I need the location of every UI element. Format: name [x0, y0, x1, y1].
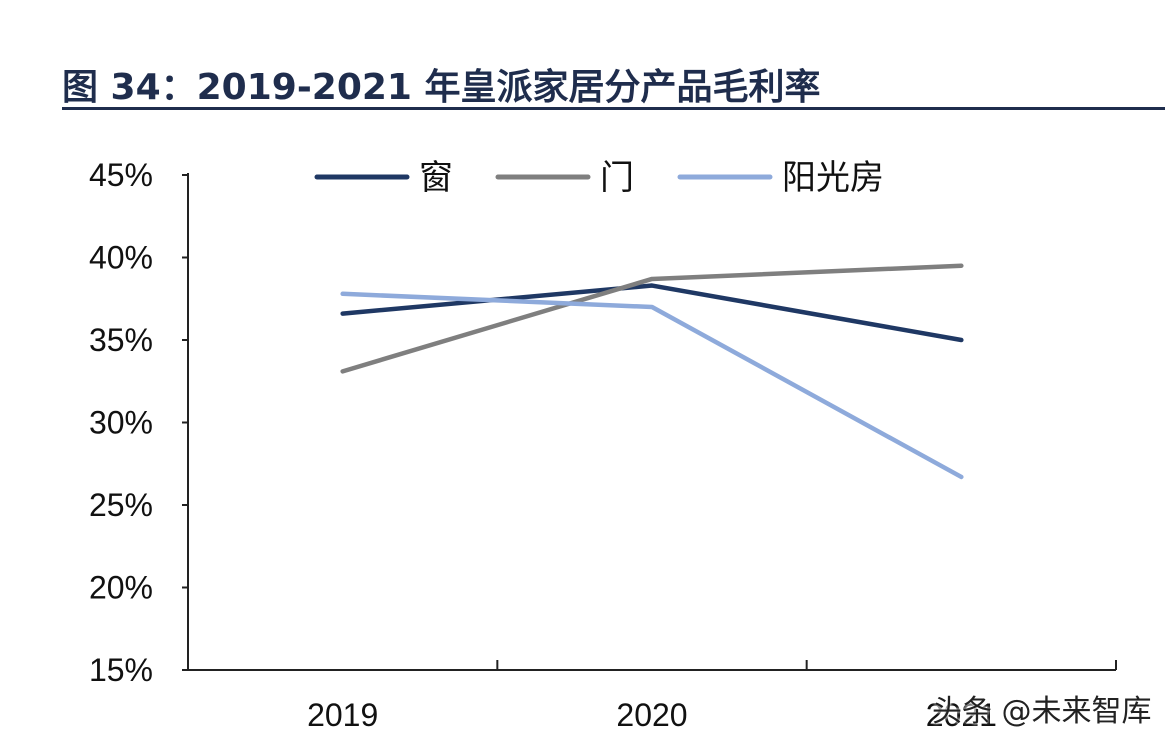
- legend-label: 窗: [419, 158, 453, 198]
- chart-title: 图 34：2019-2021 年皇派家居分产品毛利率: [62, 67, 821, 108]
- y-tick-label: 40%: [89, 240, 153, 276]
- series-line-2: [340, 263, 964, 374]
- y-tick-label: 30%: [89, 405, 153, 441]
- x-tick-label: 2020: [616, 697, 687, 733]
- y-tick-label: 25%: [89, 487, 153, 523]
- y-tick-label: 45%: [89, 157, 153, 193]
- y-tick-label: 15%: [89, 652, 153, 688]
- legend-label: 门: [600, 158, 634, 198]
- watermark: 头条 @未来智库: [932, 694, 1152, 729]
- series-line-3: [340, 291, 964, 480]
- series-line-1: [340, 283, 964, 343]
- y-tick-label: 20%: [89, 570, 153, 606]
- x-tick-label: 2021: [926, 697, 997, 733]
- y-tick-label: 35%: [89, 322, 153, 358]
- x-tick-label: 2019: [307, 697, 378, 733]
- title-rule: [62, 107, 1165, 110]
- legend-label: 阳光房: [782, 158, 884, 198]
